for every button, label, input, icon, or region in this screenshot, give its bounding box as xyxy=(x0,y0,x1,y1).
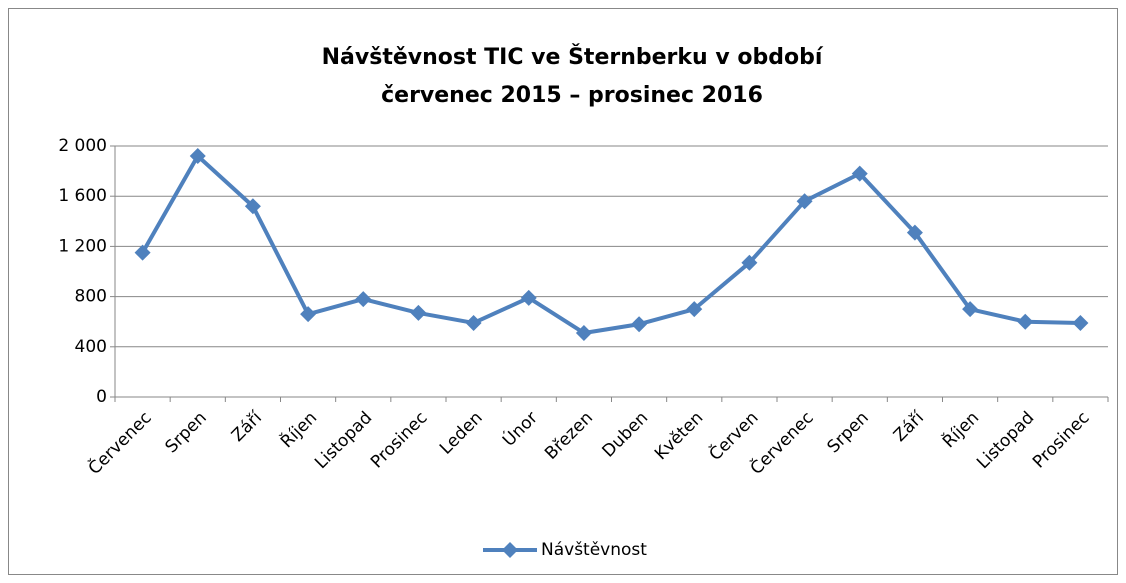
data-point xyxy=(355,291,372,308)
y-tick-label: 1 200 xyxy=(58,236,107,256)
data-point xyxy=(686,301,703,318)
data-point xyxy=(962,301,979,318)
legend-label: Návštěvnost xyxy=(541,540,647,560)
data-point xyxy=(1017,313,1034,330)
data-point xyxy=(410,304,427,321)
data-point xyxy=(244,198,261,215)
chart-border xyxy=(8,8,1118,575)
legend-marker xyxy=(502,542,518,558)
data-point xyxy=(631,316,648,333)
y-tick-label: 2 000 xyxy=(58,136,107,156)
y-tick-label: 0 xyxy=(96,387,107,407)
data-point xyxy=(300,306,317,323)
data-line xyxy=(140,154,1081,335)
chart-title: červenec 2015 – prosinec 2016 xyxy=(381,83,763,108)
data-point xyxy=(906,224,923,241)
data-point xyxy=(520,289,537,306)
data-point xyxy=(851,165,868,182)
y-tick-label: 1 600 xyxy=(58,186,107,206)
data-point xyxy=(134,244,151,261)
data-point xyxy=(1072,314,1089,331)
data-point xyxy=(189,148,206,165)
data-point xyxy=(465,314,482,331)
data-point xyxy=(796,193,813,210)
y-tick-label: 400 xyxy=(75,337,107,357)
data-point xyxy=(575,324,592,341)
y-tick-label: 800 xyxy=(75,287,107,307)
chart-title: Návštěvnost TIC ve Šternberku v období xyxy=(322,44,824,70)
data-point xyxy=(741,254,758,271)
